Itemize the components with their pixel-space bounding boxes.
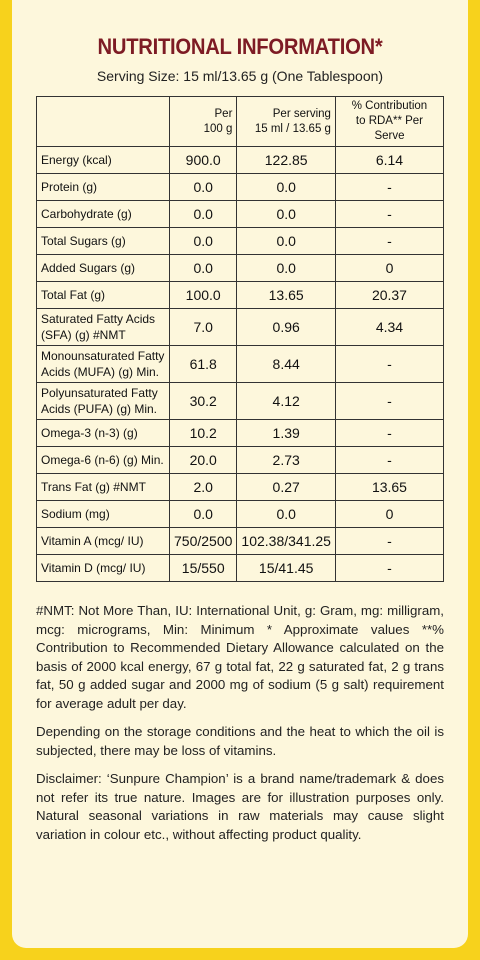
value-cell: 0.96 xyxy=(236,308,336,346)
value-cell: 2.73 xyxy=(236,446,336,474)
label-cell: Trans Fat (g) #NMT xyxy=(36,473,170,501)
label-cell: Saturated Fatty Acids (SFA) (g) #NMT xyxy=(36,308,170,346)
value-cell: 30.2 xyxy=(168,382,238,420)
value-cell: 20.0 xyxy=(168,446,238,474)
value-cell: 7.0 xyxy=(168,308,238,346)
table-row: Polyunsaturated Fatty Acids (PUFA) (g) M… xyxy=(36,382,445,420)
label-cell: Vitamin A (mcg/ IU) xyxy=(36,527,170,555)
panel: NUTRITIONAL INFORMATION* Serving Size: 1… xyxy=(12,0,468,948)
value-cell: 10.2 xyxy=(168,419,238,447)
label-cell: Polyunsaturated Fatty Acids (PUFA) (g) M… xyxy=(36,382,170,420)
value-cell: 0.0 xyxy=(236,227,336,255)
header-cell: Per serving 15 ml / 13.65 g xyxy=(236,96,336,147)
table-row: Added Sugars (g) 0.0 0.0 0 xyxy=(36,254,445,282)
note: Depending on the storage conditions and … xyxy=(36,724,444,758)
table-row: Vitamin D (mcg/ IU) 15/550 15/41.45- xyxy=(36,554,445,582)
table-row: Omega-3 (n-3) (g) 10.2 1.39- xyxy=(36,419,445,447)
label-cell: Energy (kcal) xyxy=(36,146,170,174)
header-text: % Contribution xyxy=(351,100,428,112)
header-cell xyxy=(36,96,170,147)
value-cell: 13.65 xyxy=(236,281,336,309)
header-row: Per 100 g Per serving 15 ml / 13.65 g% Cont… xyxy=(36,96,445,147)
value-cell: 2.0 xyxy=(168,473,238,501)
label-cell: Omega-6 (n-6) (g) Min. xyxy=(36,446,170,474)
header-text: 100 g xyxy=(203,122,233,135)
value-cell: - xyxy=(334,173,445,201)
value-cell: 122.85 xyxy=(236,146,336,174)
label-cell: Vitamin D (mcg/ IU) xyxy=(36,554,170,582)
value-cell: 0 xyxy=(334,500,445,528)
label-cell: Added Sugars (g) xyxy=(36,254,170,282)
value-cell: - xyxy=(334,554,445,582)
table-row: Saturated Fatty Acids (SFA) (g) #NMT 7.0 0… xyxy=(36,308,445,346)
label-cell: Sodium (mg) xyxy=(36,500,170,528)
table-row: Protein (g) 0.0 0.0- xyxy=(36,173,445,201)
value-cell: 0.0 xyxy=(236,254,336,282)
table-row: Monounsaturated Fatty Acids (MUFA) (g) M… xyxy=(36,345,445,383)
value-cell: 20.37 xyxy=(334,281,445,309)
value-cell: 15/550 xyxy=(168,554,238,582)
table-row: Trans Fat (g) #NMT 2.0 0.27 13.65 xyxy=(36,473,445,501)
label-cell: Monounsaturated Fatty Acids (MUFA) (g) M… xyxy=(36,345,170,383)
header-text: Per serving xyxy=(272,107,331,120)
value-cell: - xyxy=(334,527,445,555)
value-cell: - xyxy=(334,382,445,420)
notes: #NMT: Not More Than, IU: International U… xyxy=(36,602,444,854)
value-cell: 4.34 xyxy=(334,308,445,346)
table-row: Sodium (mg) 0.0 0.0 0 xyxy=(36,500,445,528)
value-cell: - xyxy=(334,345,445,383)
value-cell: 6.14 xyxy=(334,146,445,174)
value-cell: 15/41.45 xyxy=(236,554,336,582)
value-cell: - xyxy=(334,419,445,447)
value-cell: 8.44 xyxy=(236,345,336,383)
value-cell: 61.8 xyxy=(168,345,238,383)
value-cell: 100.0 xyxy=(168,281,238,309)
label-cell: Total Sugars (g) xyxy=(36,227,170,255)
value-cell: 0.0 xyxy=(168,200,238,228)
value-cell: - xyxy=(334,227,445,255)
serving-size: Serving Size: 15 ml/13.65 g (One Tablesp… xyxy=(96,68,384,84)
value-cell: 0.0 xyxy=(236,500,336,528)
value-cell: 0.0 xyxy=(168,173,238,201)
note: #NMT: Not More Than, IU: International U… xyxy=(36,603,444,711)
value-cell: 0.27 xyxy=(236,473,336,501)
value-cell: 102.38/341.25 xyxy=(236,527,336,555)
value-cell: 0.0 xyxy=(168,254,238,282)
value-cell: 13.65 xyxy=(334,473,445,501)
label-cell: Carbohydrate (g) xyxy=(36,200,170,228)
value-cell: 0.0 xyxy=(236,200,336,228)
value-cell: 4.12 xyxy=(236,382,336,420)
label-cell: Protein (g) xyxy=(36,173,170,201)
nutrition-table: Per 100 g Per serving 15 ml / 13.65 g% Cont… xyxy=(36,96,445,582)
table-row: Carbohydrate (g) 0.0 0.0- xyxy=(36,200,445,228)
header-text: Per xyxy=(214,107,233,120)
table-row: Total Fat (g) 100.0 13.65 20.37 xyxy=(36,281,445,309)
value-cell: 0.0 xyxy=(236,173,336,201)
value-cell: 900.0 xyxy=(168,146,238,174)
label-cell: Omega-3 (n-3) (g) xyxy=(36,419,170,447)
label-cell: Total Fat (g) xyxy=(36,281,170,309)
header-text: 15 ml / 13.65 g xyxy=(254,122,331,135)
header-cell: % Contribution to RDA** Per Serve xyxy=(334,96,445,147)
table-row: Energy (kcal) 900.0 122.85 6.14 xyxy=(36,146,445,174)
value-cell: 1.39 xyxy=(236,419,336,447)
value-cell: 0 xyxy=(334,254,445,282)
table-row: Omega-6 (n-6) (g) Min. 20.0 2.73- xyxy=(36,446,445,474)
header-cell: Per 100 g xyxy=(168,96,238,147)
title: NUTRITIONAL INFORMATION* xyxy=(97,34,383,59)
value-cell: 0.0 xyxy=(168,227,238,255)
value-cell: - xyxy=(334,446,445,474)
note: Disclaimer: ‘Sunpure Champion’ is a bran… xyxy=(36,771,444,842)
value-cell: - xyxy=(334,200,445,228)
table-row: Total Sugars (g) 0.0 0.0- xyxy=(36,227,445,255)
table-row: Vitamin A (mcg/ IU) 750/2500 102.38/341.25… xyxy=(36,527,445,555)
value-cell: 750/2500 xyxy=(168,527,238,555)
value-cell: 0.0 xyxy=(168,500,238,528)
header-text: to RDA** Per Serve xyxy=(355,115,424,142)
